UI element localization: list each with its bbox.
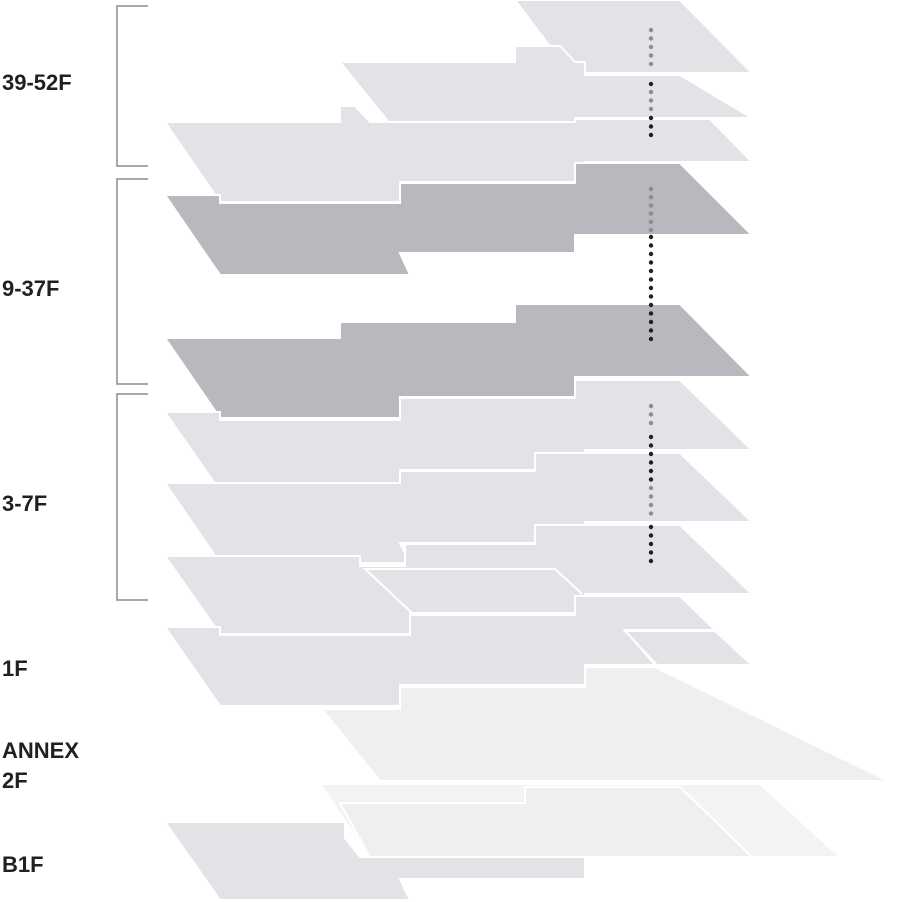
group-labels: 39-52F 9-37F 3-7F 1F ANNEX 2F B1F: [2, 70, 79, 877]
core-dot: [648, 485, 654, 491]
core-dot: [648, 524, 654, 530]
core-dot: [648, 44, 654, 50]
label-annex: ANNEX: [2, 738, 79, 763]
core-dot: [648, 302, 654, 308]
core-dot: [648, 81, 654, 87]
core-dot: [648, 195, 654, 200]
core-dot: [648, 203, 654, 208]
core-dot: [648, 328, 654, 333]
core-dot: [648, 186, 654, 192]
core-dot: [648, 227, 654, 233]
floor-plate: [622, 630, 755, 666]
label-3-7f: 3-7F: [2, 491, 47, 516]
label-annex-2f: 2F: [2, 768, 28, 793]
core-dot: [648, 294, 654, 299]
group-brackets: [116, 5, 148, 601]
floor-plate: [163, 821, 586, 901]
core-dot: [648, 319, 654, 325]
label-1f: 1F: [2, 656, 28, 681]
core-dot: [648, 494, 654, 499]
core-dot: [648, 541, 654, 547]
core-dot: [648, 403, 654, 409]
core-dot: [648, 443, 654, 448]
core-dot: [648, 124, 654, 129]
group-39-52f: [163, 0, 756, 203]
core-dot: [648, 53, 654, 58]
core-dot: [648, 412, 654, 417]
core-dot: [648, 268, 654, 274]
label-39-52f: 39-52F: [2, 70, 72, 95]
group-9-37f: [163, 162, 755, 419]
core-dot: [648, 27, 654, 33]
bracket-9-37f: [116, 178, 148, 385]
label-b1f: B1F: [2, 852, 44, 877]
vertical-core-dots: [648, 27, 654, 564]
core-dot: [648, 533, 654, 538]
core-dot: [648, 260, 654, 265]
core-dot: [648, 251, 654, 257]
group-3-7f: [163, 379, 755, 635]
core-dot: [648, 511, 654, 516]
core-dot: [648, 434, 654, 440]
label-9-37f: 9-37F: [2, 276, 59, 301]
floor-plate: [319, 666, 889, 782]
bracket-39-52f: [116, 5, 148, 167]
core-dot: [648, 61, 654, 67]
core-dot: [648, 98, 654, 103]
core-dot: [648, 336, 654, 342]
bracket-3-7f: [116, 393, 148, 601]
core-dot: [648, 234, 654, 240]
core-dot: [648, 106, 654, 112]
core-dot: [648, 277, 654, 282]
core-dot: [648, 285, 654, 291]
group-annex-2f: [319, 666, 889, 782]
core-dot: [648, 36, 654, 41]
core-dot: [648, 451, 654, 457]
core-dot: [648, 550, 654, 555]
core-dot: [648, 477, 654, 482]
core-dot: [648, 558, 654, 564]
core-dot: [648, 211, 654, 216]
core-dot: [648, 89, 654, 95]
core-dot: [648, 132, 654, 138]
core-dot: [648, 468, 654, 474]
core-dot: [648, 502, 654, 508]
floor-plate: [163, 162, 755, 276]
core-dot: [648, 311, 654, 316]
core-dot: [648, 460, 654, 465]
core-dot: [648, 243, 654, 248]
core-dot: [648, 219, 654, 224]
core-dot: [648, 115, 654, 121]
group-b1f: [163, 783, 843, 901]
core-dot: [648, 420, 654, 426]
